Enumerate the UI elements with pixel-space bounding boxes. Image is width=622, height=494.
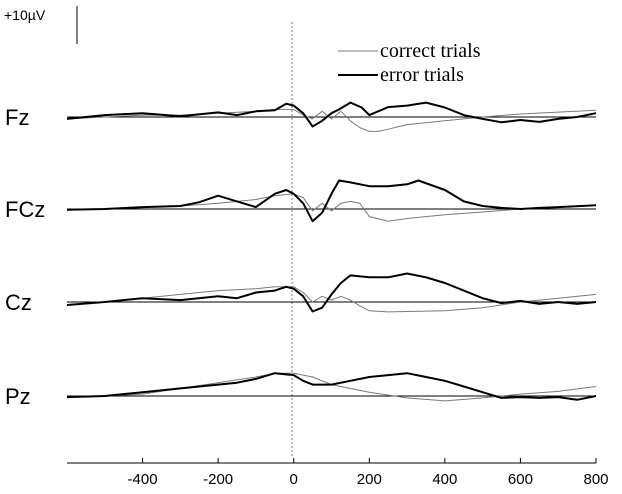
channel-label: Cz [5,290,32,315]
channel-fz: Fz [5,101,597,132]
x-tick-label: -400 [128,471,158,488]
legend: correct trials error trials [338,40,481,86]
x-tick-label: 400 [432,471,457,488]
error-trials-trace [66,101,597,128]
x-tick-label: 600 [508,471,533,488]
scale-bar-label: +10µV [4,7,46,23]
x-tick-label: 0 [290,471,298,488]
x-tick-label: 800 [583,471,608,488]
channel-cz: Cz [5,272,597,315]
channel-label: Fz [5,105,29,130]
error-trials-trace [66,179,597,223]
x-axis: -400 -200 0 200 400 600 800 [67,458,609,488]
x-axis-ticks: -400 -200 0 200 400 600 800 [128,458,609,488]
channel-traces: Fz FCz Cz Pz [5,101,597,409]
correct-trials-trace [66,286,597,313]
legend-label-error: error trials [380,64,464,86]
channel-label: FCz [5,197,45,222]
legend-label-correct: correct trials [380,40,481,62]
x-tick-label: 200 [357,471,382,488]
channel-fcz: FCz [5,179,597,223]
correct-trials-trace [66,193,597,222]
error-trials-trace [66,272,597,313]
channel-pz: Pz [5,372,597,409]
error-trials-trace [66,372,597,401]
x-tick-label: -200 [203,471,233,488]
channel-label: Pz [5,384,31,409]
amplitude-scale-bar: +10µV [4,6,78,44]
